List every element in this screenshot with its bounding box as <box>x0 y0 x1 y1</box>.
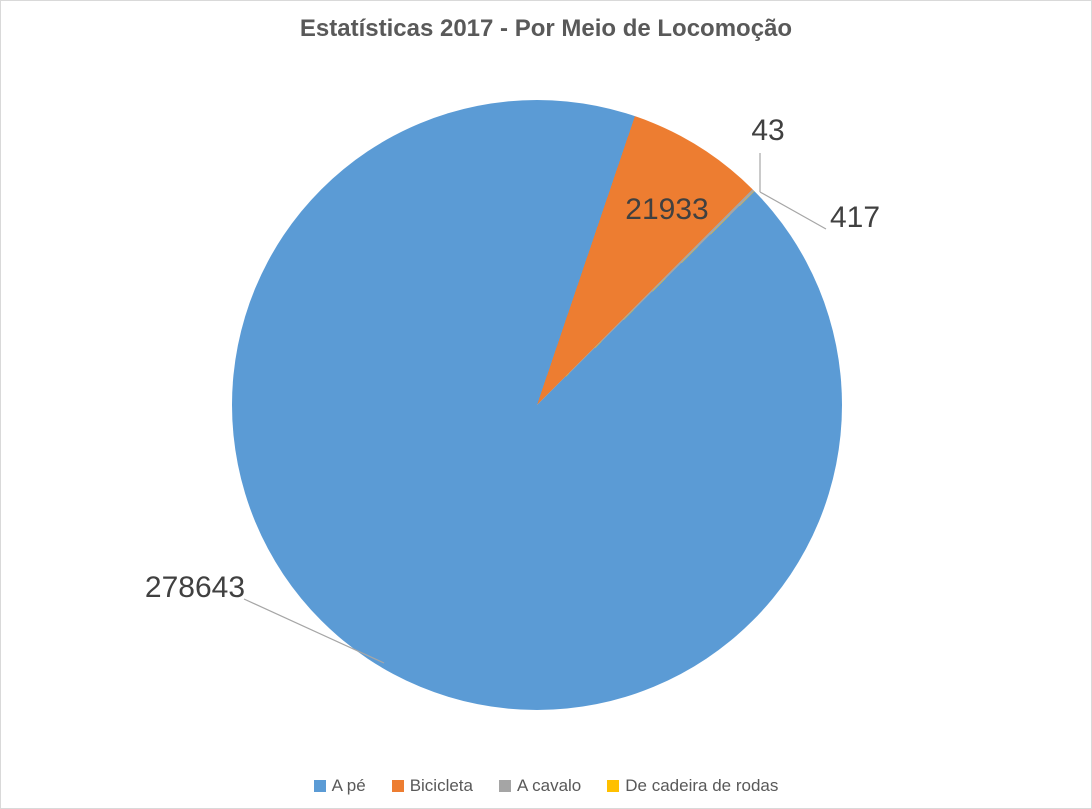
data-label-bicicleta: 21933 <box>625 193 709 226</box>
legend-label-a-cavalo: A cavalo <box>517 776 582 795</box>
legend-swatch-de-cadeira-de-rodas <box>607 780 620 792</box>
data-label-a-pe: 278643 <box>144 571 245 604</box>
legend-item-a-pe: A pé <box>313 776 366 796</box>
legend: A pé Bicicleta A cavalo De cadeira de ro… <box>1 776 1091 796</box>
legend-swatch-a-pe <box>313 780 326 792</box>
legend-item-de-cadeira-de-rodas: De cadeira de rodas <box>607 776 778 796</box>
legend-label-de-cadeira-de-rodas: De cadeira de rodas <box>625 776 779 795</box>
pie-chart <box>232 100 842 710</box>
legend-item-bicicleta: Bicicleta <box>391 776 473 796</box>
data-label-a-cavalo: 417 <box>830 201 881 234</box>
legend-swatch-bicicleta <box>391 780 404 792</box>
legend-label-bicicleta: Bicicleta <box>409 776 473 795</box>
legend-swatch-a-cavalo <box>499 780 511 792</box>
legend-label-a-pe: A pé <box>331 776 366 795</box>
data-label-de-cadeira-de-rodas: 43 <box>751 114 785 147</box>
chart-title: Estatísticas 2017 - Por Meio de Locomoçã… <box>299 15 793 42</box>
legend-item-a-cavalo: A cavalo <box>499 776 581 796</box>
